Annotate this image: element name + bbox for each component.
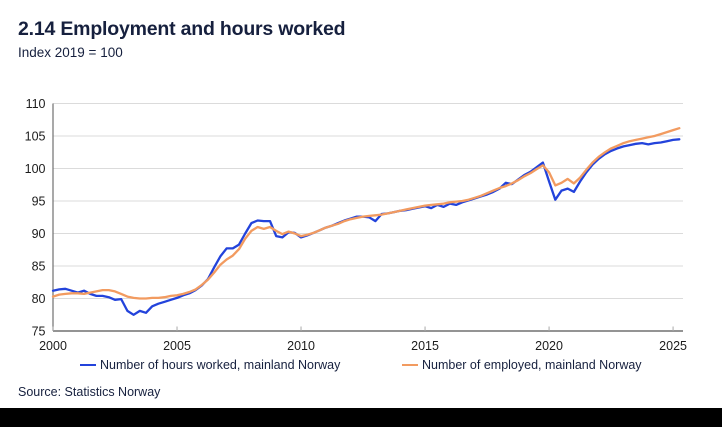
chart-title: 2.14 Employment and hours worked — [18, 18, 346, 40]
employed-line-swatch — [402, 363, 418, 367]
chart-subtitle: Index 2019 = 100 — [18, 45, 123, 60]
legend-label-hours-worked: Number of hours worked, mainland Norway — [100, 358, 341, 372]
x-tick-label-2015: 2015 — [411, 339, 439, 353]
x-tick-label-2010: 2010 — [287, 339, 315, 353]
legend-label-employed: Number of employed, mainland Norway — [422, 358, 642, 372]
y-tick-label-75: 75 — [32, 325, 46, 339]
series-line-hours-worked — [51, 138, 681, 316]
y-tick-label-85: 85 — [32, 260, 46, 274]
hours-worked-line-swatch — [80, 363, 96, 367]
axis-tick-labels: 75 80 85 90 95 100 105 110 2000 2005 2010 2015 2020 2… — [25, 97, 687, 353]
gridlines — [53, 103, 683, 299]
y-tick-label-95: 95 — [32, 195, 46, 209]
footer-black-bar — [0, 408, 722, 427]
data-series — [51, 127, 681, 316]
x-tick-label-2020: 2020 — [535, 339, 563, 353]
series-line-employed — [51, 127, 681, 300]
y-tick-label-100: 100 — [25, 162, 46, 176]
legend-item-employed: Number of employed, mainland Norway — [402, 358, 642, 372]
source-text: Source: Statistics Norway — [18, 385, 161, 399]
x-tick-label-2025: 2025 — [659, 339, 687, 353]
axes — [52, 103, 683, 332]
x-tick-label-2005: 2005 — [163, 339, 191, 353]
x-tick-label-2000: 2000 — [39, 339, 67, 353]
y-tick-label-105: 105 — [25, 130, 46, 144]
y-tick-label-80: 80 — [32, 292, 46, 306]
legend-item-hours-worked: Number of hours worked, mainland Norway — [80, 358, 340, 372]
y-tick-label-90: 90 — [32, 227, 46, 241]
y-tick-label-110: 110 — [26, 97, 46, 111]
